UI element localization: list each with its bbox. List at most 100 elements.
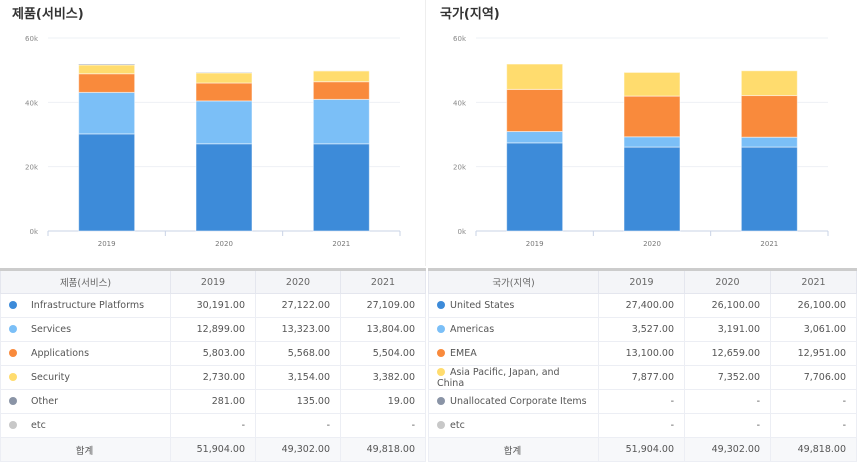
table-cell-value: 12,899.00: [170, 317, 256, 342]
total-label: 합계: [428, 437, 599, 462]
product-stacked-bar-chart: 0k 20k 40k 60k 2019 2020 2021: [25, 35, 401, 248]
row-label: Services: [0, 317, 171, 342]
series-name: Unallocated Corporate Items: [450, 396, 587, 407]
row-label: Security: [0, 365, 171, 390]
bar-segment-applications-2021[interactable]: [312, 81, 370, 100]
row-label: Applications: [0, 341, 171, 366]
table-cell-value: 7,352.00: [684, 365, 771, 390]
series-name: Other: [31, 396, 58, 407]
legend-dot-icon: [9, 397, 17, 405]
row-label: Americas: [428, 317, 599, 342]
table-cell-value: -: [170, 413, 256, 438]
series-name: Applications: [31, 348, 90, 359]
bar-segment-security-2020[interactable]: [195, 72, 253, 84]
bar-segment-emea-2019[interactable]: [506, 88, 564, 133]
table-cell-value: -: [684, 389, 771, 414]
x-tick-label: 2019: [98, 240, 116, 248]
table-row: Security 2,730.00 3,154.00 3,382.00: [0, 365, 426, 390]
table-cell-value: -: [255, 413, 341, 438]
table-total-row: 합계 51,904.00 49,302.00 49,818.00: [428, 437, 857, 462]
table-header-year: 2019: [598, 268, 685, 294]
y-tick-label: 60k: [25, 35, 39, 43]
table-cell-value: -: [598, 413, 685, 438]
table-total-row: 합계 51,904.00 49,302.00 49,818.00: [0, 437, 426, 462]
table-row: etc - - -: [428, 413, 857, 438]
bar-segment-united-states-2021[interactable]: [740, 146, 798, 232]
bar-segment-services-2019[interactable]: [78, 91, 136, 135]
table-cell-value: 27,400.00: [598, 293, 685, 318]
bar-segment-security-2021[interactable]: [312, 70, 370, 83]
bar-segment-infrastructure-platforms-2019[interactable]: [78, 133, 136, 232]
x-tick-label: 2019: [526, 240, 544, 248]
y-tick-label: 20k: [453, 164, 467, 172]
table-cell-value: 13,323.00: [255, 317, 341, 342]
table-header-year: 2021: [340, 268, 426, 294]
table-row: Unallocated Corporate Items - - -: [428, 389, 857, 414]
bar-segment-asia-pacific-japan-and-china-2020[interactable]: [623, 71, 681, 97]
x-tick-label: 2021: [760, 240, 778, 248]
table-cell-value: 3,191.00: [684, 317, 771, 342]
table-cell-value: 5,803.00: [170, 341, 256, 366]
bar-segment-americas-2021[interactable]: [740, 136, 798, 148]
table-cell-value: -: [684, 413, 771, 438]
table-cell-value: 27,109.00: [340, 293, 426, 318]
bar-segment-applications-2019[interactable]: [78, 73, 136, 93]
table-cell-value: -: [340, 413, 426, 438]
table-row: Services 12,899.00 13,323.00 13,804.00: [0, 317, 426, 342]
bar-segment-americas-2020[interactable]: [623, 136, 681, 148]
legend-dot-icon: [9, 349, 17, 357]
bar-segment-services-2021[interactable]: [312, 98, 370, 145]
table-cell-value: 7,877.00: [598, 365, 685, 390]
series-name: United States: [450, 300, 515, 311]
table-cell-value: 26,100.00: [770, 293, 857, 318]
table-cell-value: 13,100.00: [598, 341, 685, 366]
bar-segment-americas-2019[interactable]: [506, 131, 564, 144]
series-name: Asia Pacific, Japan, and China: [437, 366, 560, 389]
table-row: United States 27,400.00 26,100.00 26,100.00: [428, 293, 857, 318]
table-row: Asia Pacific, Japan, and China 7,877.00 7,…: [428, 365, 857, 390]
table-cell-value: 27,122.00: [255, 293, 341, 318]
table-cell-value: -: [770, 389, 857, 414]
y-tick-label: 20k: [25, 164, 39, 172]
series-name: etc: [450, 420, 465, 431]
legend-dot-icon: [9, 421, 17, 429]
bar-segment-security-2019[interactable]: [78, 64, 136, 75]
bar-segment-asia-pacific-japan-and-china-2019[interactable]: [506, 63, 564, 90]
bar-segment-infrastructure-platforms-2020[interactable]: [195, 143, 253, 232]
legend-dot-icon: [437, 325, 445, 333]
table-cell-value: -: [770, 413, 857, 438]
legend-dot-icon: [437, 421, 445, 429]
product-chart-panel: 제품(서비스) 0k 20k 40k 60k 2019 2020 2021: [0, 0, 426, 266]
row-label: Unallocated Corporate Items: [428, 389, 599, 414]
legend-dot-icon: [9, 301, 17, 309]
legend-dot-icon: [437, 301, 445, 309]
table-row: Americas 3,527.00 3,191.00 3,061.00: [428, 317, 857, 342]
y-tick-label: 40k: [25, 99, 39, 107]
bar-segment-other-2019[interactable]: [78, 63, 136, 66]
product-chart-title: 제품(서비스): [12, 7, 84, 22]
series-name: Services: [31, 324, 72, 335]
bar-segment-emea-2021[interactable]: [740, 95, 798, 138]
row-label: etc: [428, 413, 599, 438]
bar-segment-applications-2020[interactable]: [195, 82, 253, 102]
table-header-year: 2021: [770, 268, 857, 294]
table-cell-value: 12,659.00: [684, 341, 771, 366]
bar-segment-infrastructure-platforms-2021[interactable]: [312, 143, 370, 232]
series-name: EMEA: [450, 348, 477, 359]
table-cell-value: 26,100.00: [684, 293, 771, 318]
series-name: Infrastructure Platforms: [31, 300, 145, 311]
bar-segment-united-states-2019[interactable]: [506, 142, 564, 232]
table-header-year: 2019: [170, 268, 256, 294]
table-total-value: 51,904.00: [170, 437, 256, 462]
table-cell-value: 3,527.00: [598, 317, 685, 342]
series-name: Americas: [450, 324, 495, 335]
table-row: Other 281.00 135.00 19.00: [0, 389, 426, 414]
bar-segment-emea-2020[interactable]: [623, 95, 681, 138]
x-tick-label: 2021: [332, 240, 350, 248]
series-name: Security: [31, 372, 71, 383]
bar-segment-united-states-2020[interactable]: [623, 146, 681, 232]
table-header-category: 제품(서비스): [0, 268, 171, 294]
bar-segment-services-2020[interactable]: [195, 100, 253, 145]
bar-segment-asia-pacific-japan-and-china-2021[interactable]: [740, 70, 798, 97]
table-total-value: 49,818.00: [770, 437, 857, 462]
